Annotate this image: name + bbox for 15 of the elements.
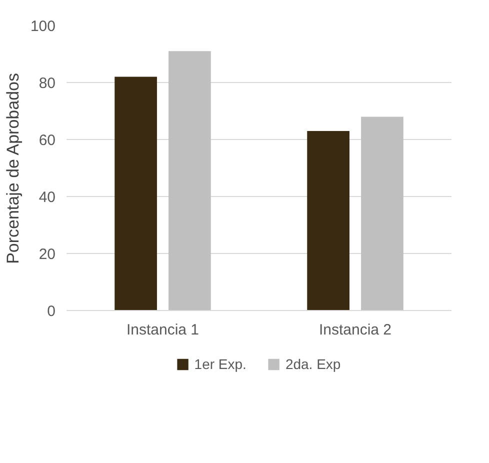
bar	[114, 76, 157, 310]
bar	[168, 51, 211, 310]
legend-label: 2da. Exp	[285, 356, 341, 372]
y-tick-label: 40	[38, 189, 56, 206]
y-tick-label: 80	[38, 75, 56, 92]
y-tick-label: 0	[47, 303, 56, 320]
y-axis-title: Porcentaje de Aprobados	[3, 73, 22, 264]
y-tick-label: 20	[38, 246, 56, 263]
bar	[361, 116, 404, 310]
y-tick-label: 100	[30, 18, 56, 35]
x-tick-label: Instancia 1	[126, 322, 200, 338]
legend-label: 1er Exp.	[194, 356, 246, 372]
bar	[307, 130, 350, 310]
x-tick-label: Instancia 2	[318, 322, 392, 338]
y-tick-label: 60	[38, 132, 56, 149]
